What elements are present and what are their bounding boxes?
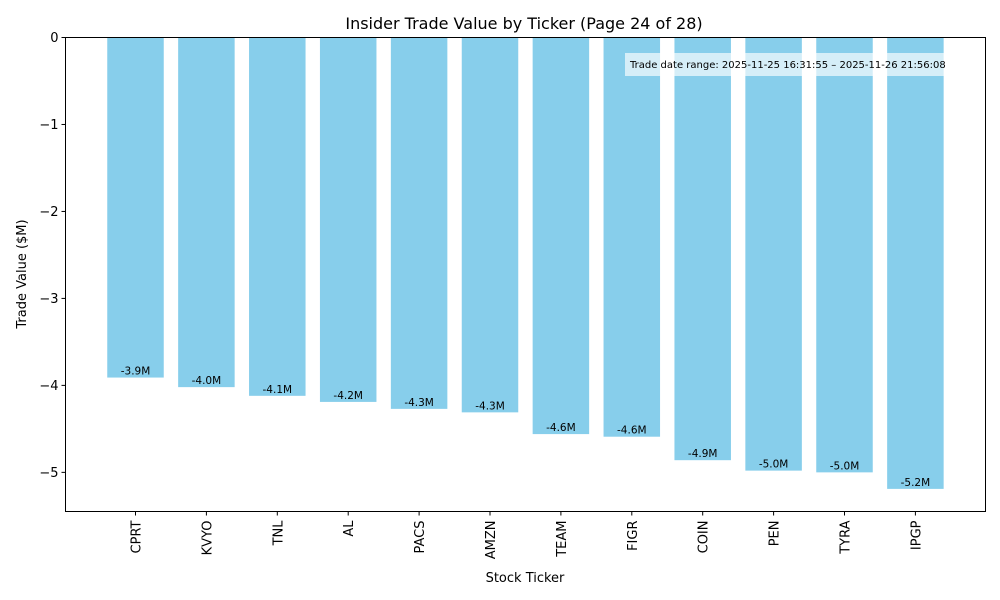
x-axis-ticks: CPRT KVYO TNL AL PACS AMZN TEAM FIGR COIN PEN TYRA… <box>130 511 924 560</box>
data-label: -4.6M <box>617 425 647 437</box>
x-tick-label: COIN <box>697 521 712 554</box>
bar-ipgp <box>887 37 944 489</box>
x-tick-label: PEN <box>768 521 783 547</box>
y-tick-label: 0 <box>50 31 58 46</box>
data-label: -4.1M <box>263 384 293 396</box>
bar-tyra <box>816 37 873 473</box>
bars-layer: -3.9M -4.0M -4.1M -4.2M -4.3M -4.3M -4.6M -4.6M… <box>107 37 944 489</box>
x-tick-label: FIGR <box>626 521 641 551</box>
x-tick-label: CPRT <box>130 520 145 553</box>
data-label: -4.2M <box>333 390 363 402</box>
bar-tnl <box>249 37 306 396</box>
data-label: -5.2M <box>901 477 931 489</box>
bar-coin <box>674 37 731 461</box>
x-tick-label: IPGP <box>909 520 924 550</box>
data-label: -4.3M <box>404 397 434 409</box>
bar-pacs <box>390 37 448 409</box>
annotation-text: Trade date range: 2025-11-25 16:31:55 – … <box>629 60 946 71</box>
y-tick-label: −3 <box>39 292 58 307</box>
y-axis-ticks: 0 −1 −2 −3 −4 −5 <box>39 31 66 481</box>
y-tick-label: −1 <box>39 118 58 133</box>
bar-amzn <box>461 37 519 413</box>
bar-cprt <box>107 37 164 378</box>
data-label: -4.6M <box>546 422 576 434</box>
y-tick-label: −5 <box>39 466 58 481</box>
bar-figr <box>603 37 661 437</box>
y-tick-label: −4 <box>39 379 58 394</box>
y-tick-label: −2 <box>39 205 58 220</box>
bar-al <box>319 37 377 402</box>
x-tick-label: KVYO <box>200 521 215 556</box>
data-label: -3.9M <box>121 366 151 378</box>
x-tick-label: PACS <box>413 521 428 554</box>
x-axis-label: Stock Ticker <box>486 571 565 586</box>
plot-frame <box>65 37 986 512</box>
x-tick-label: AMZN <box>484 521 499 560</box>
data-label: -5.0M <box>830 460 860 472</box>
data-label: -4.9M <box>688 448 718 460</box>
annotation-group: Trade date range: 2025-11-25 16:31:55 – … <box>625 53 951 76</box>
x-tick-label: TNL <box>271 520 286 547</box>
x-tick-label: TYRA <box>839 520 854 554</box>
data-label: -4.0M <box>192 375 222 387</box>
chart-title: Insider Trade Value by Ticker (Page 24 o… <box>345 14 702 33</box>
bar-team <box>532 37 590 435</box>
data-label: -4.3M <box>475 400 505 412</box>
annotation-box <box>625 53 951 76</box>
x-tick-label: AL <box>342 520 357 537</box>
bar-kvyo <box>178 37 235 388</box>
y-axis-label: Trade Value ($M) <box>15 219 30 329</box>
data-label: -5.0M <box>759 459 789 471</box>
bar-pen <box>745 37 802 471</box>
x-tick-label: TEAM <box>555 521 570 558</box>
